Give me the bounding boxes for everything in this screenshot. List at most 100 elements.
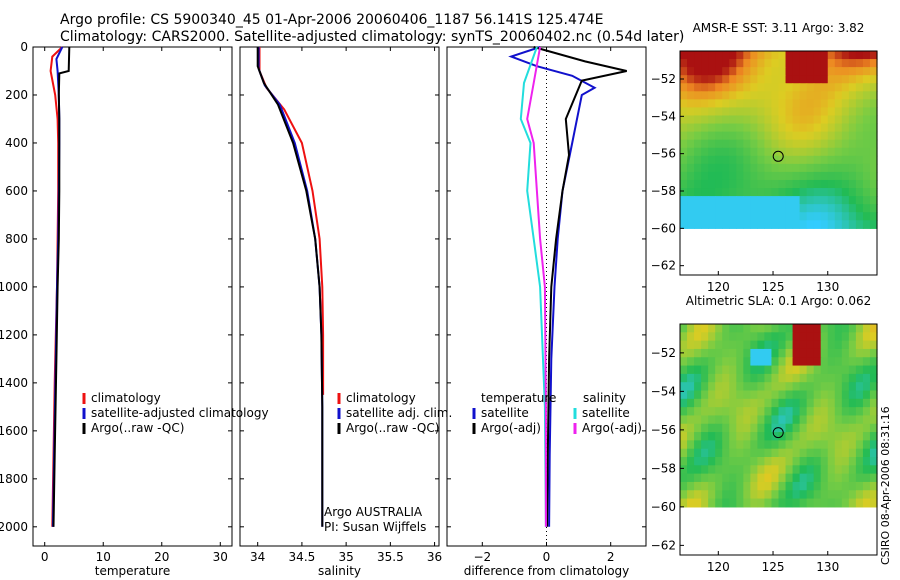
sst_map-cell xyxy=(701,188,709,197)
sst_map-cell xyxy=(841,188,850,197)
sla_map-cell xyxy=(848,407,857,417)
sla_map-cell xyxy=(687,448,695,458)
sla_map-cell xyxy=(848,440,857,450)
sla_map-cell xyxy=(771,473,780,483)
sst_map-cell xyxy=(785,83,794,92)
sst_map-cell xyxy=(792,204,801,213)
sst_map-cell xyxy=(750,83,758,92)
sla_map-cell xyxy=(680,423,688,433)
temperature-x-tick-label: 0 xyxy=(41,550,49,564)
sla_map-cell xyxy=(715,357,723,367)
sla_map-cell xyxy=(834,423,843,433)
sla_map-cell xyxy=(834,340,843,350)
sla_map-cell xyxy=(813,340,822,350)
sst_map-cell xyxy=(785,75,794,84)
sla_map-cell xyxy=(848,490,857,500)
sla_map-cell xyxy=(778,473,787,483)
sst_map-cell xyxy=(680,83,688,92)
sst_map-cell xyxy=(848,139,857,149)
sla_map-cell xyxy=(736,457,744,466)
sla_map-cell xyxy=(757,481,766,491)
sla_map-cell xyxy=(806,498,815,508)
sst_map-cell xyxy=(841,107,850,117)
sla_map-cell xyxy=(757,465,766,475)
sst_map-cell xyxy=(785,115,794,125)
sla_map-cell xyxy=(764,457,773,466)
sst_map-cell xyxy=(799,131,808,141)
sst_map-cell xyxy=(708,75,716,84)
sst_map-cell xyxy=(708,99,716,109)
sla_map-cell xyxy=(855,332,864,342)
sst_map-cell xyxy=(694,131,702,141)
sla_map-cell xyxy=(827,407,836,417)
sla_map-cell xyxy=(834,465,843,475)
sla_map-cell xyxy=(757,473,766,483)
sst_map-cell xyxy=(701,91,709,100)
sla_map-cell xyxy=(757,357,766,367)
sst_map-cell xyxy=(715,188,723,197)
sst_map-cell xyxy=(792,59,801,68)
sla_map-cell xyxy=(694,423,702,433)
sst_map-cell xyxy=(820,171,829,181)
sst_map-cell xyxy=(820,212,829,221)
salinity-legend-label: climatology xyxy=(346,391,416,405)
sst_map-cell xyxy=(715,123,723,133)
sst_map-cell xyxy=(729,91,737,100)
sla_map-cell xyxy=(855,457,864,466)
sla_map-cell xyxy=(778,440,787,450)
sla_map-cell xyxy=(869,440,878,450)
sla_map-cell xyxy=(813,407,822,417)
sla_map-cell xyxy=(701,415,709,425)
sst_map-cell xyxy=(771,171,780,181)
sst_map-cell xyxy=(841,147,850,157)
sst_map-cell xyxy=(869,75,878,84)
sla_map-cell xyxy=(729,373,737,383)
sla_map-cell xyxy=(806,398,815,408)
sst_map-cell xyxy=(813,139,822,149)
sla_map-cell xyxy=(848,423,857,433)
sst_map-cell xyxy=(834,188,843,197)
sst_map-cell xyxy=(743,220,751,229)
sst_map-cell xyxy=(694,59,702,68)
sla_map-cell xyxy=(862,407,871,417)
sla_map-cell xyxy=(701,324,709,333)
sst_map-cell xyxy=(827,220,836,229)
sst_map-cell xyxy=(736,139,744,149)
sla_map-cell xyxy=(827,457,836,466)
sst_map-cell xyxy=(827,212,836,221)
sst_map-cell xyxy=(813,131,822,141)
sla_map-cell xyxy=(862,332,871,342)
sst_map-cell xyxy=(729,204,737,213)
sla_map-cell xyxy=(855,415,864,425)
sla_map-cell xyxy=(806,390,815,400)
sst_map-cell xyxy=(708,115,716,125)
sst_map-cell xyxy=(743,107,751,117)
sla_map-cell xyxy=(827,423,836,433)
sla_map-cell xyxy=(750,398,758,408)
sla_map-cell xyxy=(869,373,878,383)
sst_map-cell xyxy=(764,212,773,221)
sst_map-title: AMSR-E SST: 3.11 Argo: 3.82 xyxy=(693,21,865,35)
sla_map-cell xyxy=(722,340,730,350)
sla_map-cell xyxy=(750,382,758,392)
sla_map-cell xyxy=(757,348,766,358)
sla_map-cell xyxy=(729,382,737,392)
sst_map-cell xyxy=(708,188,716,197)
sla_map-cell xyxy=(862,440,871,450)
sla_map-cell xyxy=(680,340,688,350)
sst_map-cell xyxy=(750,188,758,197)
sst_map-cell xyxy=(708,163,716,173)
sla_map-cell xyxy=(813,332,822,342)
sla_map-cell xyxy=(701,332,709,342)
sla_map-cell xyxy=(687,407,695,417)
sst_map-cell xyxy=(715,220,723,229)
sla_map-cell xyxy=(778,340,787,350)
sst_map-cell xyxy=(827,91,836,100)
sst_map-cell xyxy=(813,115,822,125)
sla_map-cell xyxy=(792,365,801,375)
sst_map-cell xyxy=(820,59,829,68)
sst_map-cell xyxy=(771,196,780,205)
sst_map-cell xyxy=(701,59,709,68)
sst_map-cell xyxy=(841,171,850,181)
sla_map-cell xyxy=(764,440,773,450)
